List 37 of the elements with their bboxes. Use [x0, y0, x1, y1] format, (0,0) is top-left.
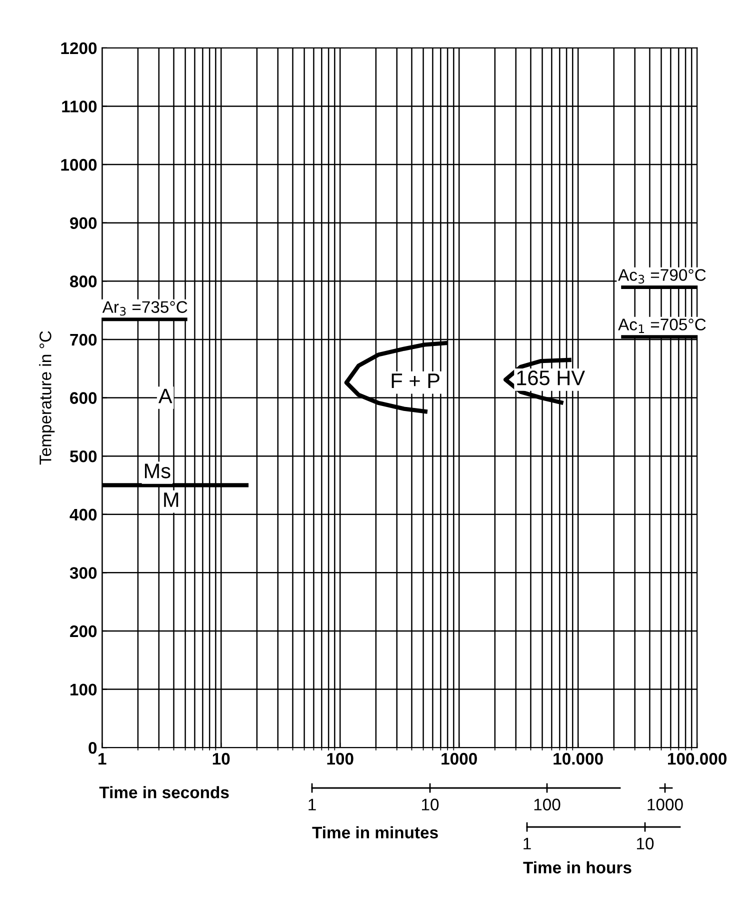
annotation: Ar$_{3}$ =735°C — [102, 301, 188, 316]
y-tick-label: 300 — [70, 567, 97, 579]
y-axis-title: Temperature in °C — [39, 331, 55, 465]
text: 10 — [637, 838, 654, 850]
x-tick-label: 1000 — [442, 752, 477, 765]
y-tick-label: 100 — [70, 684, 97, 696]
annotation: 165 HV — [517, 370, 585, 386]
y-tick-label: 1200 — [61, 42, 97, 54]
annotation: Ms — [144, 464, 170, 478]
y-tick-label: 200 — [70, 625, 97, 638]
x-tick-label: 100.000 — [668, 752, 727, 765]
y-tick-label: 600 — [70, 392, 97, 404]
x-tick-label: 100 — [327, 752, 354, 765]
x-tick-label: 10 — [212, 752, 230, 765]
x-tick-label: 1 — [98, 753, 106, 765]
y-tick-label: 800 — [70, 276, 97, 288]
y-tick-label: 0 — [88, 742, 97, 754]
y-tick-label: 700 — [70, 334, 97, 346]
y-tick-label: 1100 — [62, 100, 97, 112]
text: 1 — [524, 838, 531, 850]
annotation: A — [158, 388, 172, 404]
y-tick-label: 1000 — [61, 158, 97, 171]
annotation: Ac$_{3}$ =790°C — [618, 269, 706, 284]
text: 100 — [534, 798, 560, 810]
text: Time in minutes — [312, 826, 438, 838]
y-tick-label: 900 — [70, 217, 97, 230]
annotation: F + P — [392, 374, 440, 388]
text: 10 — [422, 798, 439, 810]
y-tick-label: 500 — [70, 450, 97, 462]
text: 1000 — [648, 798, 683, 810]
text: 1 — [308, 798, 316, 810]
annotation: M — [164, 492, 178, 507]
y-tick-label: 400 — [70, 508, 97, 521]
annotation: Ac$_{1}$ =705°C — [618, 318, 706, 334]
text: Time in hours — [523, 861, 632, 874]
x-tick-label: 10.000 — [554, 752, 603, 765]
x-axis-title: Time in seconds — [99, 786, 229, 798]
